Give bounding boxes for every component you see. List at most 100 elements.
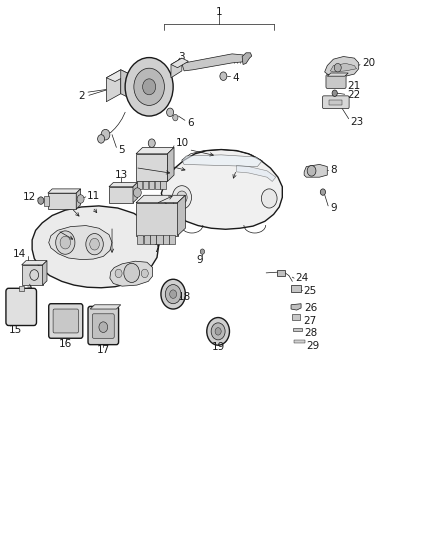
Text: 10: 10 [176, 138, 189, 148]
Text: 23: 23 [350, 117, 363, 127]
Polygon shape [32, 206, 159, 288]
Polygon shape [136, 154, 167, 181]
Polygon shape [242, 53, 252, 64]
Text: 21: 21 [347, 81, 360, 91]
FancyBboxPatch shape [88, 306, 119, 345]
Polygon shape [136, 203, 177, 236]
Bar [18, 286, 24, 292]
Circle shape [134, 188, 141, 197]
Circle shape [211, 323, 225, 340]
Bar [143, 181, 148, 189]
Bar [291, 285, 300, 292]
FancyBboxPatch shape [53, 309, 78, 333]
Polygon shape [49, 225, 112, 260]
Circle shape [56, 231, 75, 254]
Text: 5: 5 [118, 144, 124, 155]
Circle shape [220, 72, 227, 80]
Bar [329, 100, 342, 105]
Circle shape [207, 318, 230, 345]
Text: 19: 19 [212, 342, 225, 352]
FancyBboxPatch shape [92, 314, 114, 338]
Polygon shape [171, 58, 188, 68]
Circle shape [143, 79, 155, 95]
Text: 20: 20 [362, 59, 375, 68]
Circle shape [141, 269, 148, 278]
Circle shape [115, 269, 122, 278]
Text: 28: 28 [304, 328, 318, 338]
Polygon shape [182, 54, 246, 71]
Bar [144, 235, 150, 244]
Circle shape [90, 238, 99, 250]
Polygon shape [182, 155, 262, 166]
Text: 9: 9 [330, 203, 337, 213]
Polygon shape [109, 187, 133, 203]
Circle shape [124, 263, 140, 282]
Circle shape [172, 185, 191, 209]
Polygon shape [110, 261, 152, 286]
Bar [149, 181, 154, 189]
Circle shape [99, 322, 108, 333]
Text: 1: 1 [215, 7, 223, 17]
Circle shape [215, 328, 221, 335]
Polygon shape [177, 195, 185, 236]
FancyBboxPatch shape [326, 75, 346, 88]
Circle shape [320, 189, 325, 195]
Circle shape [307, 165, 316, 176]
Bar [293, 328, 302, 332]
Polygon shape [42, 261, 47, 285]
Polygon shape [21, 265, 42, 285]
Polygon shape [48, 193, 76, 209]
Polygon shape [237, 165, 276, 181]
Circle shape [161, 279, 185, 309]
Polygon shape [171, 58, 182, 78]
Text: 6: 6 [187, 118, 194, 128]
Circle shape [77, 195, 84, 203]
Polygon shape [106, 70, 121, 102]
Circle shape [148, 139, 155, 148]
Circle shape [261, 189, 277, 208]
Circle shape [165, 285, 181, 304]
Bar [277, 270, 286, 276]
Circle shape [170, 290, 177, 298]
Polygon shape [304, 165, 327, 177]
Polygon shape [291, 304, 301, 310]
Text: 11: 11 [87, 191, 100, 201]
Polygon shape [106, 70, 130, 82]
Text: 13: 13 [114, 170, 127, 180]
Circle shape [60, 236, 71, 249]
Circle shape [332, 90, 337, 96]
Bar [44, 196, 49, 206]
Bar [160, 181, 166, 189]
FancyBboxPatch shape [6, 288, 36, 326]
Bar [156, 235, 162, 244]
Circle shape [125, 58, 173, 116]
Text: 4: 4 [232, 73, 239, 83]
Polygon shape [325, 56, 359, 76]
Polygon shape [136, 195, 185, 203]
Bar [294, 341, 304, 343]
Text: 8: 8 [330, 165, 337, 175]
Text: 25: 25 [303, 286, 317, 296]
Polygon shape [21, 261, 47, 265]
FancyBboxPatch shape [49, 304, 83, 338]
Bar [137, 181, 142, 189]
Polygon shape [161, 150, 283, 229]
Polygon shape [167, 148, 174, 181]
Bar [292, 314, 300, 320]
Bar [150, 235, 156, 244]
Circle shape [200, 249, 205, 254]
Circle shape [38, 197, 44, 204]
Text: 15: 15 [9, 325, 22, 335]
Text: 18: 18 [177, 292, 191, 302]
Text: 22: 22 [347, 90, 360, 100]
Text: 16: 16 [59, 338, 72, 349]
Text: 27: 27 [303, 316, 316, 326]
Circle shape [173, 115, 178, 121]
Polygon shape [48, 189, 81, 193]
Circle shape [86, 233, 103, 255]
Bar [169, 235, 175, 244]
Circle shape [98, 135, 105, 143]
Text: 17: 17 [97, 345, 110, 355]
Circle shape [177, 191, 187, 204]
Polygon shape [76, 189, 81, 209]
